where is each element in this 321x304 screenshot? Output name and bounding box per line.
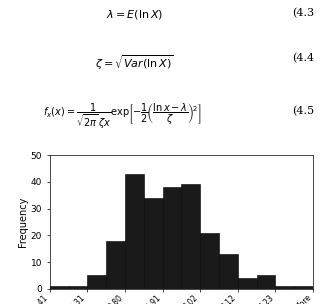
- Bar: [69, 286, 87, 289]
- Bar: [50, 286, 69, 289]
- Text: (4.5: (4.5: [292, 106, 315, 117]
- Y-axis label: Frequency: Frequency: [18, 197, 28, 247]
- Bar: [238, 278, 256, 289]
- Bar: [181, 185, 200, 289]
- Bar: [125, 174, 144, 289]
- Bar: [106, 241, 125, 289]
- Bar: [200, 233, 219, 289]
- Bar: [256, 275, 275, 289]
- Text: $f_x(x) = \dfrac{1}{\sqrt{2\pi}\,\zeta x}\exp\!\left[-\dfrac{1}{2}\!\left(\dfrac: $f_x(x) = \dfrac{1}{\sqrt{2\pi}\,\zeta x…: [43, 102, 201, 131]
- Bar: [87, 275, 106, 289]
- Text: $\zeta = \sqrt{Var(\ln X)}$: $\zeta = \sqrt{Var(\ln X)}$: [95, 53, 174, 72]
- Text: (4.4: (4.4: [292, 53, 315, 64]
- Bar: [219, 254, 238, 289]
- Text: (4.3: (4.3: [292, 8, 315, 18]
- Text: $\lambda = E(\ln X)$: $\lambda = E(\ln X)$: [106, 8, 163, 21]
- Bar: [144, 198, 162, 289]
- Bar: [294, 286, 313, 289]
- Bar: [162, 187, 181, 289]
- Bar: [275, 286, 294, 289]
